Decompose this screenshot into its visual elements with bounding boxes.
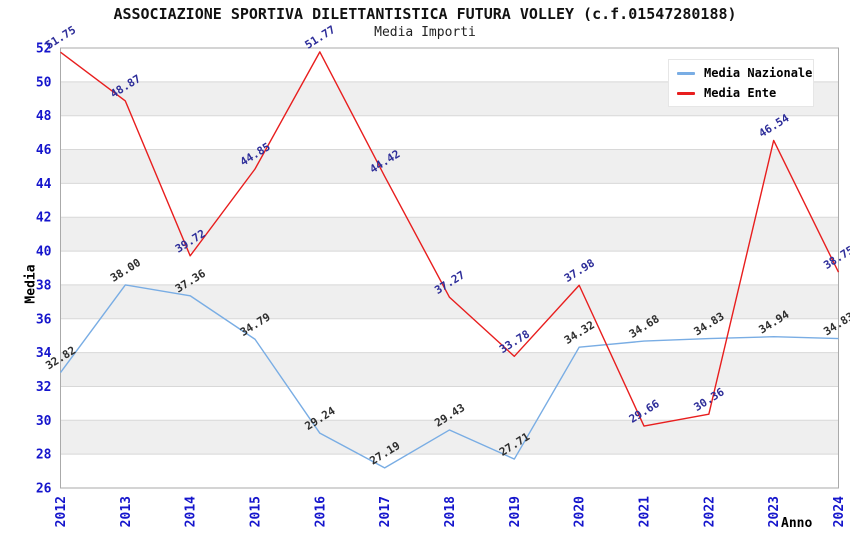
y-tick-label: 44 [36, 177, 52, 192]
x-tick-label: 2015 [249, 496, 264, 527]
y-tick-label: 32 [36, 380, 52, 395]
y-tick-label: 40 [36, 245, 52, 260]
y-tick-label: 48 [36, 109, 52, 124]
legend-line-swatch-nazionale [677, 71, 695, 75]
x-tick-label: 2020 [573, 496, 588, 527]
y-tick-label: 30 [36, 414, 52, 429]
y-tick-label: 42 [36, 211, 52, 226]
x-tick-label: 2012 [54, 496, 69, 527]
point-label-series-0: 38.00 [108, 256, 143, 285]
point-label-series-1: 37.98 [562, 256, 597, 285]
legend-label-media-ente: Media Ente [704, 86, 777, 100]
plot-band [60, 352, 839, 387]
point-label-series-1: 51.77 [303, 23, 338, 52]
point-label-series-0: 34.32 [562, 318, 597, 347]
y-tick-label: 50 [36, 75, 52, 90]
x-tick-label: 2019 [508, 496, 523, 527]
y-tick-label: 28 [36, 448, 52, 463]
y-tick-label: 26 [36, 482, 52, 497]
legend-line-swatch-ente [677, 91, 695, 95]
y-axis-title: Media [23, 264, 39, 304]
legend-item-media-nazionale: Media Nazionale [677, 66, 812, 80]
y-tick-label: 52 [36, 42, 52, 57]
chart-title: ASSOCIAZIONE SPORTIVA DILETTANTISTICA FU… [113, 5, 737, 23]
point-label-series-1: 33.78 [497, 327, 532, 356]
plot-band [60, 149, 839, 184]
y-tick-label: 36 [36, 312, 52, 327]
legend: Media Nazionale Media Ente [668, 59, 814, 107]
x-tick-label: 2024 [832, 496, 847, 527]
x-tick-label: 2014 [184, 496, 199, 527]
x-tick-label: 2016 [313, 496, 328, 527]
y-tick-label: 38 [36, 278, 52, 293]
plot-band [60, 284, 839, 319]
y-tick-label: 34 [36, 346, 52, 361]
plot-border [60, 47, 839, 489]
plot-band [60, 217, 839, 252]
x-tick-label: 2013 [119, 496, 134, 527]
x-axis-title: Anno [781, 516, 813, 531]
plot-band [60, 420, 839, 455]
legend-item-media-ente: Media Ente [677, 86, 805, 100]
series-line-0 [59, 284, 839, 469]
legend-label-media-nazionale: Media Nazionale [704, 66, 813, 80]
x-tick-label: 2017 [378, 496, 393, 527]
chart-subtitle: Media Importi [374, 25, 476, 40]
x-tick-label: 2021 [638, 496, 653, 527]
x-tick-label: 2018 [443, 496, 458, 527]
y-tick-label: 46 [36, 143, 52, 158]
series-line-1 [60, 51, 840, 427]
x-tick-label: 2023 [767, 496, 782, 527]
x-tick-label: 2022 [702, 496, 717, 527]
